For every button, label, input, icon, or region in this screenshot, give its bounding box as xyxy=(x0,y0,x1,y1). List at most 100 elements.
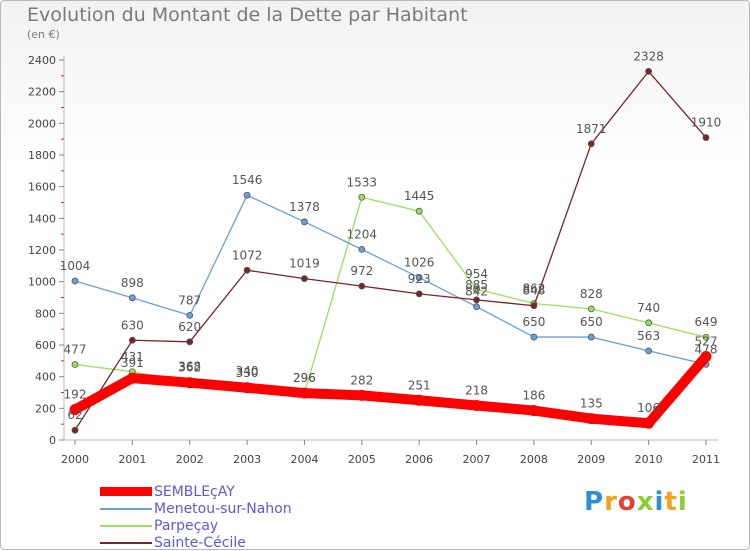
legend-swatch xyxy=(100,507,152,510)
series-line xyxy=(74,196,707,394)
y-tick-label: 1000 xyxy=(28,276,56,289)
data-label: 563 xyxy=(637,329,660,343)
data-point xyxy=(128,336,136,344)
legend-swatch xyxy=(100,487,152,496)
data-point xyxy=(645,68,653,75)
data-label: 527 xyxy=(695,335,718,349)
data-point xyxy=(243,191,251,199)
data-point xyxy=(645,347,653,355)
data-point xyxy=(298,387,310,399)
data-point xyxy=(473,296,480,304)
data-label: 368 xyxy=(178,360,201,374)
legend-label: SEMBLEçAY xyxy=(154,483,235,500)
legend-item: Sainte-Cécile xyxy=(100,534,292,551)
x-tick-label: 2001 xyxy=(118,453,146,466)
data-point xyxy=(301,275,308,283)
data-label: 431 xyxy=(121,350,144,364)
data-label: 1072 xyxy=(232,248,263,262)
x-tick-label: 2003 xyxy=(233,453,261,466)
data-label: 848 xyxy=(522,284,545,298)
data-point xyxy=(241,382,253,394)
data-label: 630 xyxy=(121,318,144,332)
legend-item: Menetou-sur-Nahon xyxy=(100,500,292,517)
y-tick-label: 1800 xyxy=(28,149,56,162)
data-point xyxy=(587,305,595,313)
data-point xyxy=(71,361,79,368)
data-label: 135 xyxy=(580,397,603,411)
data-point xyxy=(301,218,308,226)
chart-title: Evolution du Montant de la Dette par Hab… xyxy=(27,4,468,26)
x-tick-label: 2007 xyxy=(463,453,491,466)
data-point xyxy=(587,333,595,341)
data-label: 650 xyxy=(522,315,545,329)
logo-letter: r xyxy=(604,487,618,517)
data-point xyxy=(71,277,79,285)
data-point xyxy=(643,417,655,429)
data-label: 1004 xyxy=(60,259,91,273)
data-point xyxy=(184,377,196,389)
legend-label: Sainte-Cécile xyxy=(154,534,246,551)
logo-letter: i xyxy=(654,487,665,517)
data-label: 649 xyxy=(695,315,718,329)
data-point xyxy=(126,372,138,384)
y-tick-label: 0 xyxy=(49,434,56,447)
y-tick-label: 1400 xyxy=(28,212,56,225)
x-tick-label: 2005 xyxy=(348,453,376,466)
x-tick-label: 2011 xyxy=(692,453,720,466)
data-point xyxy=(186,311,194,319)
data-point xyxy=(471,399,483,411)
x-tick-label: 2010 xyxy=(635,453,663,466)
logo-letter: o xyxy=(617,487,637,517)
data-label: 1871 xyxy=(576,122,607,136)
proxiti-logo: Proxiti xyxy=(584,487,688,517)
legend-label: Menetou-sur-Nahon xyxy=(154,500,292,517)
data-point xyxy=(358,282,366,290)
data-point xyxy=(69,404,81,416)
data-label: 478 xyxy=(695,342,718,356)
unit-label: (en €) xyxy=(27,28,60,41)
x-tick-label: 2006 xyxy=(405,453,433,466)
data-label: 362 xyxy=(178,361,201,375)
data-label: 1026 xyxy=(404,256,435,270)
data-label: 842 xyxy=(465,285,488,299)
data-label: 923 xyxy=(408,272,431,286)
data-label: 972 xyxy=(350,264,373,278)
legend: SEMBLEçAY Menetou-sur-Nahon Parpeçay Sainte… xyxy=(100,483,292,551)
data-label: 620 xyxy=(178,320,201,334)
data-label: 340 xyxy=(236,364,259,378)
data-label: 218 xyxy=(465,383,488,397)
data-label: 1910 xyxy=(691,116,722,130)
data-point xyxy=(243,266,251,274)
data-label: 885 xyxy=(465,278,488,292)
data-label: 296 xyxy=(293,371,316,385)
data-label: 787 xyxy=(178,293,201,307)
data-label: 828 xyxy=(580,287,603,301)
x-tick-label: 2004 xyxy=(290,453,318,466)
data-point xyxy=(528,405,540,417)
x-tick-label: 2009 xyxy=(577,453,605,466)
data-point xyxy=(700,351,712,363)
data-label: 330 xyxy=(236,366,259,380)
data-point xyxy=(702,134,710,141)
data-point xyxy=(473,303,480,311)
data-label: 1533 xyxy=(347,175,378,189)
data-point xyxy=(413,394,425,406)
data-label: 1445 xyxy=(404,189,435,203)
data-label: 296 xyxy=(293,371,316,385)
logo-letter: x xyxy=(636,487,655,517)
data-label: 282 xyxy=(350,373,373,387)
data-label: 1019 xyxy=(289,257,320,271)
y-tick-label: 600 xyxy=(35,339,56,352)
legend-item: SEMBLEçAY xyxy=(100,483,292,500)
data-label: 1204 xyxy=(347,227,378,241)
y-tick-label: 1600 xyxy=(28,181,56,194)
data-point xyxy=(585,413,597,425)
data-label: 106 xyxy=(637,401,660,415)
data-label: 898 xyxy=(121,276,144,290)
data-point xyxy=(71,426,79,434)
legend-item: Parpeçay xyxy=(100,517,292,534)
data-point xyxy=(128,294,136,302)
x-tick-label: 2008 xyxy=(520,453,548,466)
